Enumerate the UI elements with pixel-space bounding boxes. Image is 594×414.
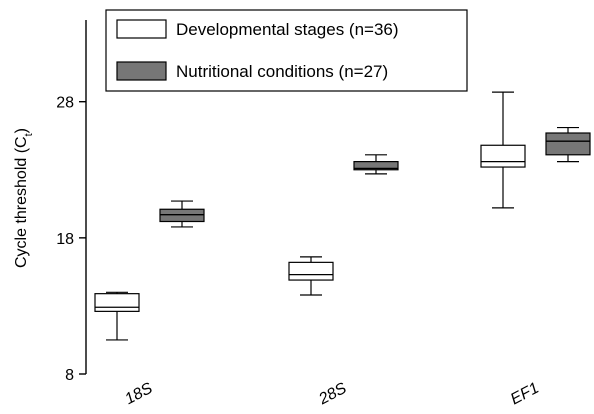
nutritional-box <box>159 200 205 228</box>
iqr-box <box>545 132 591 156</box>
legend-item-nutritional: Nutritional conditions (n=27) <box>116 61 388 81</box>
nutritional-box <box>353 154 399 175</box>
legend-swatch <box>116 19 167 39</box>
boxes-group <box>94 91 591 341</box>
developmental-box <box>288 256 334 296</box>
legend: Developmental stages (n=36) Nutritional c… <box>105 9 468 92</box>
y-tick-label: 8 <box>65 367 74 384</box>
legend-item-developmental: Developmental stages (n=36) <box>116 19 399 39</box>
y-axis-label-suffix: ) <box>13 128 30 133</box>
developmental-box <box>480 91 526 209</box>
y-axis-label-subscript: t <box>23 133 35 136</box>
legend-label: Developmental stages (n=36) <box>176 20 399 39</box>
y-tick-label: 18 <box>56 231 74 248</box>
y-tick-label: 28 <box>56 95 74 112</box>
iqr-box <box>288 261 334 281</box>
legend-swatch <box>116 61 167 81</box>
iqr-box <box>94 293 140 312</box>
x-tick-label: 28S <box>315 380 349 409</box>
x-tick-labels-group: 18S 28S EF1 <box>122 380 542 409</box>
y-axis-label-group: Cycle threshold (Ct) <box>13 128 35 268</box>
x-tick-label: EF1 <box>508 380 542 409</box>
x-tick-label: 18S <box>122 380 155 409</box>
nutritional-box <box>545 126 591 163</box>
iqr-box <box>353 161 399 171</box>
y-ticks-group: 8 18 28 <box>56 95 86 384</box>
iqr-box <box>480 144 526 168</box>
developmental-box <box>94 291 140 341</box>
y-axis-label: Cycle threshold (Ct) <box>13 128 35 268</box>
y-axis-label-main: Cycle threshold (C <box>13 136 30 268</box>
legend-label: Nutritional conditions (n=27) <box>176 62 388 81</box>
iqr-box <box>159 208 205 223</box>
